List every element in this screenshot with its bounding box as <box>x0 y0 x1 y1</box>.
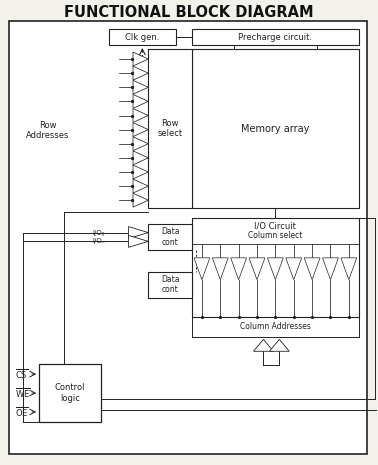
Text: $\overline{\mathrm{OE}}$: $\overline{\mathrm{OE}}$ <box>15 405 29 419</box>
Polygon shape <box>249 258 265 280</box>
Polygon shape <box>304 258 320 280</box>
Polygon shape <box>129 226 148 239</box>
Text: Data
cont: Data cont <box>161 275 180 294</box>
Polygon shape <box>133 52 148 66</box>
Text: Memory array: Memory array <box>241 124 310 133</box>
Polygon shape <box>341 258 357 280</box>
Text: Column Addresses: Column Addresses <box>240 322 311 331</box>
Bar <box>39 364 101 422</box>
Polygon shape <box>212 258 228 280</box>
Polygon shape <box>133 165 148 179</box>
Bar <box>192 29 359 45</box>
Text: ·  ·: · · <box>94 232 105 241</box>
Text: $\overline{\mathrm{CS}}$: $\overline{\mathrm{CS}}$ <box>15 367 28 381</box>
Polygon shape <box>133 66 148 80</box>
Bar <box>148 49 192 208</box>
Bar <box>148 224 192 250</box>
Text: FUNCTIONAL BLOCK DIAGRAM: FUNCTIONAL BLOCK DIAGRAM <box>64 5 314 20</box>
Text: I/O₀: I/O₀ <box>92 230 105 236</box>
Bar <box>148 272 192 298</box>
Text: Data
cont: Data cont <box>161 227 180 246</box>
Polygon shape <box>270 339 289 351</box>
Bar <box>192 49 359 208</box>
Polygon shape <box>133 123 148 137</box>
Bar <box>192 218 359 318</box>
Polygon shape <box>133 151 148 165</box>
Text: Row
select: Row select <box>158 119 183 138</box>
Text: Control
logic: Control logic <box>55 383 85 403</box>
Polygon shape <box>133 137 148 151</box>
Polygon shape <box>133 80 148 94</box>
Polygon shape <box>267 258 283 280</box>
Polygon shape <box>129 235 148 247</box>
Polygon shape <box>133 193 148 207</box>
Polygon shape <box>194 258 210 280</box>
Text: Row
Addresses: Row Addresses <box>26 121 70 140</box>
Text: I/Oₙ: I/Oₙ <box>92 239 105 245</box>
Polygon shape <box>322 258 338 280</box>
Polygon shape <box>231 258 246 280</box>
Bar <box>108 29 176 45</box>
Polygon shape <box>133 94 148 108</box>
Polygon shape <box>286 258 302 280</box>
Text: Clk gen.: Clk gen. <box>125 33 160 42</box>
Polygon shape <box>133 108 148 122</box>
Polygon shape <box>133 179 148 193</box>
Text: Precharge circuit.: Precharge circuit. <box>239 33 312 42</box>
Polygon shape <box>254 339 273 351</box>
Text: $\overline{\mathrm{WE}}$: $\overline{\mathrm{WE}}$ <box>15 386 31 400</box>
Text: I/O Circuit: I/O Circuit <box>254 221 296 231</box>
Text: Column select: Column select <box>248 232 302 240</box>
